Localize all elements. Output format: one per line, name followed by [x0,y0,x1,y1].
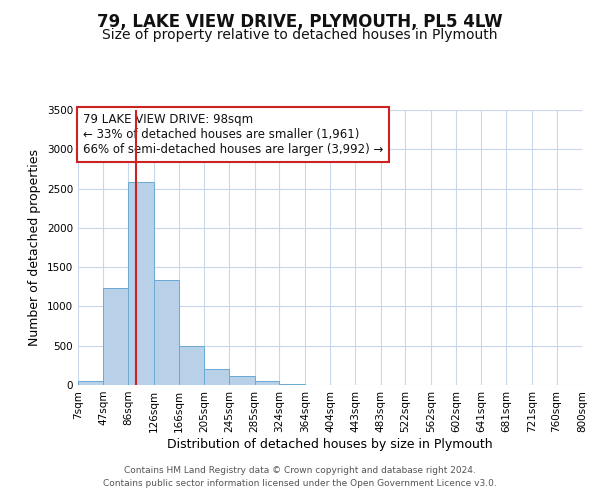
Bar [128,182,154,385]
X-axis label: Distribution of detached houses by size in Plymouth: Distribution of detached houses by size … [167,438,493,450]
Text: 79, LAKE VIEW DRIVE, PLYMOUTH, PL5 4LW: 79, LAKE VIEW DRIVE, PLYMOUTH, PL5 4LW [97,12,503,30]
Text: Size of property relative to detached houses in Plymouth: Size of property relative to detached ho… [102,28,498,42]
Bar [154,280,179,385]
Bar [179,346,204,385]
Bar [103,288,128,385]
Text: 79 LAKE VIEW DRIVE: 98sqm
← 33% of detached houses are smaller (1,961)
66% of se: 79 LAKE VIEW DRIVE: 98sqm ← 33% of detac… [83,113,383,156]
Bar [229,376,254,385]
Bar [78,381,103,385]
Bar [204,370,229,385]
Bar [254,382,280,385]
Text: Contains HM Land Registry data © Crown copyright and database right 2024.
Contai: Contains HM Land Registry data © Crown c… [103,466,497,487]
Bar [280,384,305,385]
Y-axis label: Number of detached properties: Number of detached properties [28,149,41,346]
